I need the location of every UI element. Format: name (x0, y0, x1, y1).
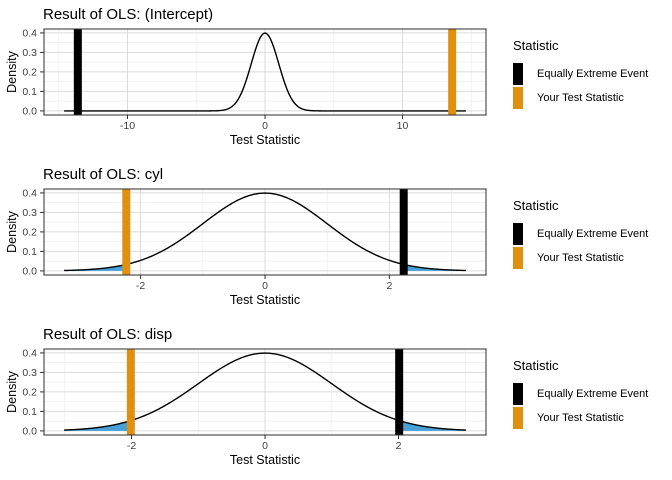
shaded-tail-left (64, 264, 127, 271)
panel-title: Result of OLS: (Intercept) (43, 6, 213, 23)
x-tick-label: -10 (120, 120, 135, 132)
shaded-tail-right (403, 264, 466, 271)
equally-extreme-event-bar (399, 189, 408, 275)
y-tick-label: 0.2 (22, 386, 37, 398)
plot-intercept: -10 0 10 0.0 0.1 0.2 0.3 0.4 Result of OLS: (In… (5, 6, 487, 147)
x-tick-label: 2 (386, 280, 392, 292)
density-curve (64, 192, 466, 272)
your-test-statistic-bar (126, 349, 135, 435)
your-test-statistic-swatch (513, 87, 523, 109)
legend-title: Statistic (513, 358, 559, 373)
y-axis-title: Density (5, 50, 19, 92)
plot-layers: -10 0 10 0.0 0.1 0.2 0.3 0.4 (22, 27, 487, 132)
x-tick-label: -2 (136, 280, 145, 292)
legend-label: Your Test Statistic (537, 252, 624, 264)
panel-block-cyl: -2 0 2 0.0 0.1 0.2 0.3 0.4 Result of OLS: cyl T… (0, 160, 672, 320)
legend: Statistic Equally Extreme Event Your Tes… (513, 358, 671, 431)
y-tick-label: 0.3 (22, 367, 37, 379)
y-tick-label: 0.4 (22, 187, 37, 199)
panel-title: Result of OLS: cyl (43, 166, 163, 183)
plot-disp: -2 0 20.00.10.20.30.4 Result of OLS: disp … (5, 326, 487, 467)
y-tick-label: 0.2 (22, 226, 37, 238)
x-tick-label: 10 (397, 120, 409, 132)
equally-extreme-event-swatch (513, 223, 523, 245)
y-tick-label: 0.3 (22, 207, 37, 219)
equally-extreme-event-bar (395, 349, 404, 435)
legend-item-equally-extreme-event: Equally Extreme Event (513, 223, 671, 245)
legend: Statistic Equally Extreme Event Your Tes… (513, 38, 671, 111)
shaded-tail-left (64, 420, 131, 431)
y-tick-label: 0.3 (22, 47, 37, 59)
y-tick-label: 0.0 (22, 265, 37, 277)
your-test-statistic-swatch (513, 407, 523, 429)
your-test-statistic-bar (122, 189, 131, 275)
y-tick-label: 0.4 (22, 347, 37, 359)
x-tick-label: 2 (396, 440, 402, 452)
equally-extreme-event-bar (73, 29, 82, 115)
y-axis-title: Density (5, 370, 19, 412)
x-axis-title: Test Statistic (230, 453, 300, 467)
x-tick-label: 0 (262, 120, 268, 132)
y-tick-label: 0.1 (22, 86, 37, 98)
y-tick-label: 0.0 (22, 105, 37, 117)
x-tick-label: 0 (262, 280, 268, 292)
your-test-statistic-swatch (513, 247, 523, 269)
shaded-tail-right (399, 420, 466, 431)
panel-block-intercept: -10 0 10 0.0 0.1 0.2 0.3 0.4 Result of OLS: (In… (0, 0, 672, 160)
legend-item-your-test-statistic: Your Test Statistic (513, 87, 671, 109)
legend-title: Statistic (513, 198, 559, 213)
x-axis-title: Test Statistic (230, 133, 300, 147)
legend-item-equally-extreme-event: Equally Extreme Event (513, 63, 671, 85)
equally-extreme-event-swatch (513, 383, 523, 405)
legend-item-equally-extreme-event: Equally Extreme Event (513, 383, 671, 405)
your-test-statistic-bar (448, 29, 457, 115)
legend-label: Equally Extreme Event (537, 388, 649, 400)
legend-item-your-test-statistic: Your Test Statistic (513, 407, 671, 429)
legend-label: Your Test Statistic (537, 412, 624, 424)
x-tick-label: -2 (127, 440, 136, 452)
panel-block-disp: -2 0 2 0.0 0.1 0.2 0.3 0.4 Result of OLS: disp … (0, 320, 672, 480)
density-curve (64, 32, 466, 112)
legend-label: Equally Extreme Event (537, 68, 649, 80)
legend-item-your-test-statistic: Your Test Statistic (513, 247, 671, 269)
x-axis-title: Test Statistic (230, 293, 300, 307)
y-tick-label: 0.0 (22, 425, 37, 437)
y-axis-title: Density (5, 210, 19, 252)
legend: Statistic Equally Extreme Event Your Tes… (513, 198, 671, 271)
plot-cyl: -2 0 2 0.0 0.1 0.2 0.3 0.4 Result of OLS: cyl T… (5, 166, 487, 307)
x-tick-label: 0 (262, 440, 268, 452)
legend-label: Equally Extreme Event (537, 228, 649, 240)
legend-title: Statistic (513, 38, 559, 53)
plot-layers: -2 0 2 0.0 0.1 0.2 0.3 0.4 (22, 187, 487, 292)
legend-label: Your Test Statistic (537, 92, 624, 104)
equally-extreme-event-swatch (513, 63, 523, 85)
y-tick-label: 0.2 (22, 66, 37, 78)
y-tick-label: 0.4 (22, 27, 37, 39)
panel-title: Result of OLS: disp (43, 326, 172, 343)
y-tick-label: 0.1 (22, 246, 37, 258)
plot-layers: -2 0 2 0.0 0.1 0.2 0.3 0.4 (22, 347, 487, 452)
y-tick-label: 0.1 (22, 406, 37, 418)
